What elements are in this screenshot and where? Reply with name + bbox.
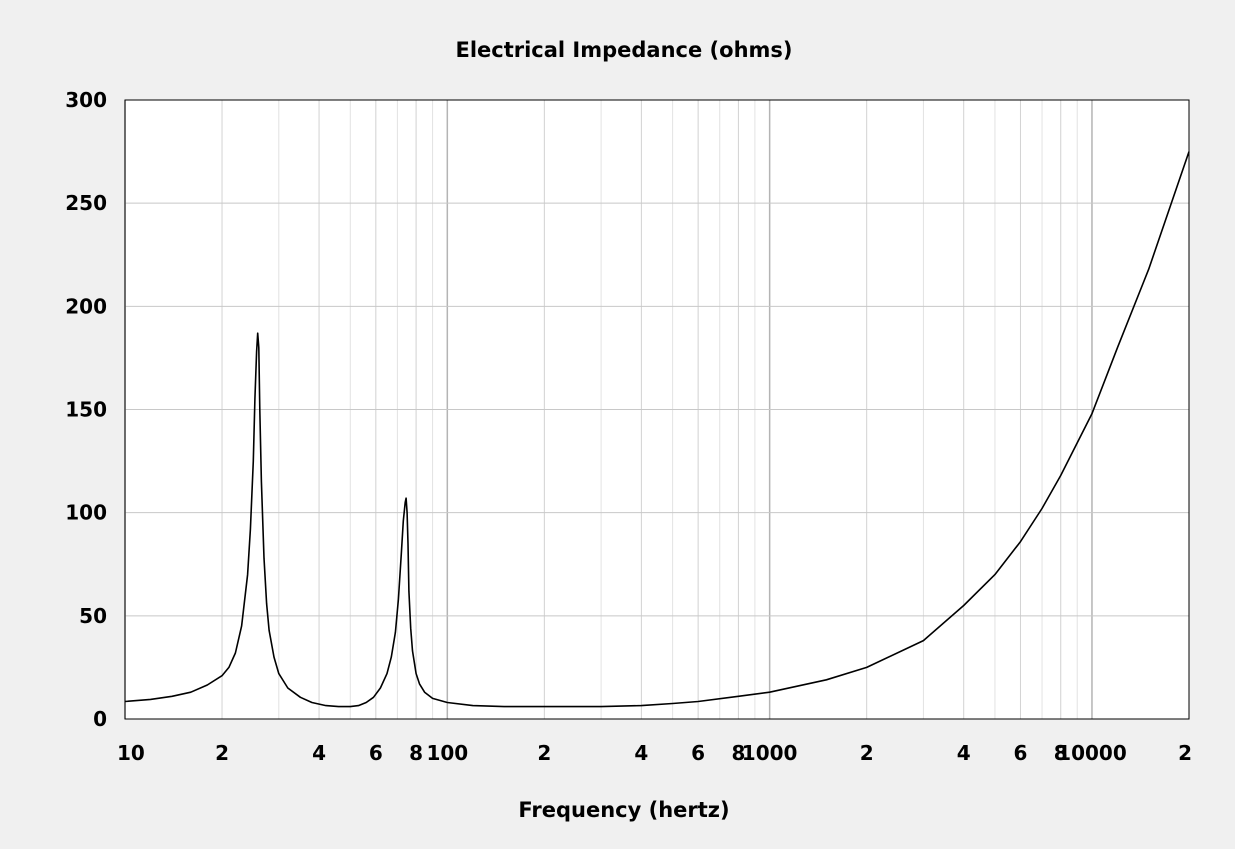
chart-title: Electrical Impedance (ohms) (455, 38, 792, 62)
x-tick-label: 2 (537, 741, 551, 765)
y-tick-label: 100 (65, 501, 107, 525)
y-tick-label: 250 (65, 191, 107, 215)
x-tick-label: 8 (409, 741, 423, 765)
x-tick-label: 4 (634, 741, 648, 765)
y-tick-label: 50 (79, 604, 107, 628)
x-tick-label: 10 (117, 741, 145, 765)
x-tick-label: 4 (957, 741, 971, 765)
x-tick-label: 4 (312, 741, 326, 765)
y-tick-label: 0 (93, 707, 107, 731)
x-tick-label: 2 (1178, 741, 1192, 765)
x-tick-label: 6 (1014, 741, 1028, 765)
x-tick-label: 6 (369, 741, 383, 765)
x-axis-title: Frequency (hertz) (518, 798, 729, 822)
x-tick-label: 8 (731, 741, 745, 765)
y-axis-ticks: 0 50 100 150 200 250 300 (65, 88, 107, 731)
y-tick-label: 300 (65, 88, 107, 112)
y-tick-label: 150 (65, 398, 107, 422)
x-tick-label: 100 (426, 741, 468, 765)
x-tick-label: 10000 (1057, 741, 1127, 765)
x-tick-label: 2 (860, 741, 874, 765)
x-tick-label: 6 (691, 741, 705, 765)
impedance-curve (124, 151, 1190, 708)
x-tick-label: 2 (215, 741, 229, 765)
x-tick-label: 1000 (742, 741, 798, 765)
plot-border (124, 99, 1190, 720)
x-tick-label: 8 (1054, 741, 1068, 765)
y-tick-label: 200 (65, 294, 107, 318)
